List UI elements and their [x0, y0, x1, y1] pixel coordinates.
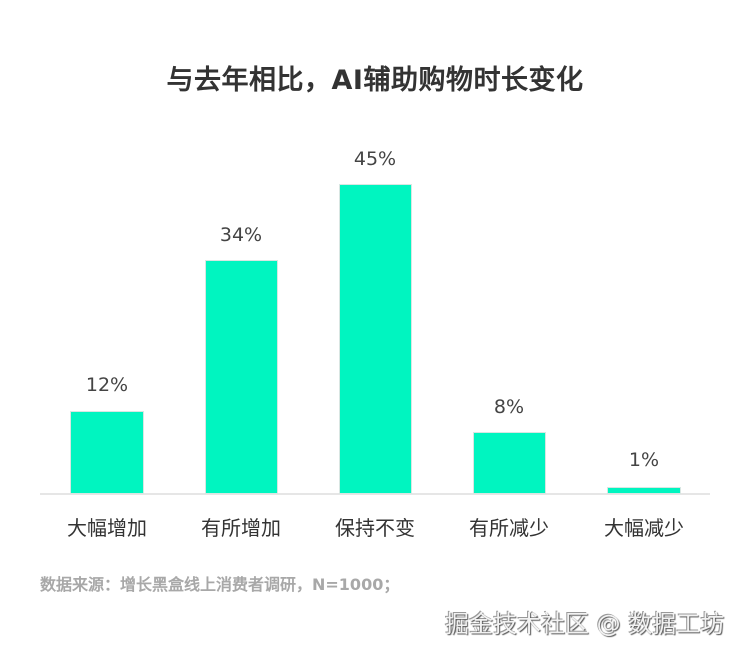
bar-large-decrease [607, 487, 681, 494]
data-source-note: 数据来源：增长黑盒线上消费者调研，N=1000； [40, 575, 400, 594]
x-axis-line [40, 493, 710, 495]
category-label: 有所增加 [201, 516, 281, 540]
category-label: 大幅减少 [604, 516, 684, 540]
value-label: 8% [493, 396, 525, 418]
value-label: 1% [628, 449, 660, 471]
value-label: 45% [353, 148, 397, 170]
category-label: 大幅增加 [67, 516, 147, 540]
watermark: 掘金技术社区 @ 数据工坊 [445, 610, 725, 638]
chart-title: 与去年相比，AI辅助购物时长变化 [166, 65, 584, 96]
value-label: 12% [85, 374, 129, 396]
bar-slight-increase [205, 260, 278, 494]
bar-slight-decrease [473, 432, 546, 494]
category-label: 有所减少 [469, 516, 549, 540]
category-label: 保持不变 [335, 516, 415, 540]
value-label: 34% [219, 224, 263, 246]
bar-unchanged [339, 184, 412, 494]
bar-large-increase [70, 411, 144, 494]
